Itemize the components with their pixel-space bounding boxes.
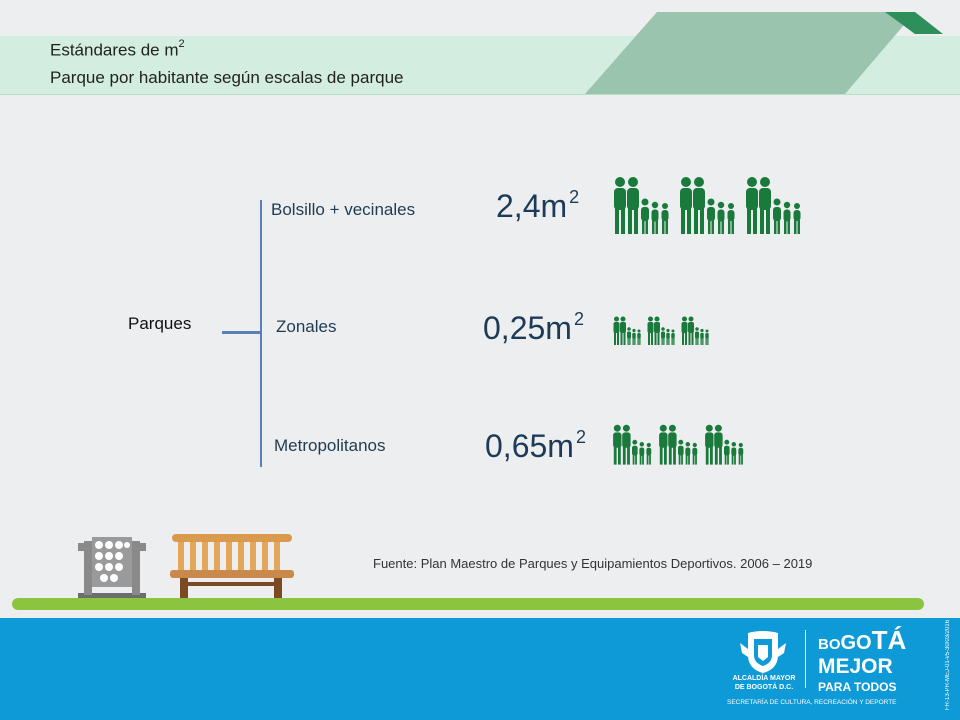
page-subtitle: Parque por habitante según escalas de pa… bbox=[50, 68, 404, 87]
family-icon bbox=[705, 424, 744, 465]
branch-label-bolsillo: Bolsillo + vecinales bbox=[271, 200, 416, 219]
family-icons-bolsillo bbox=[608, 176, 806, 236]
bench-icon bbox=[170, 534, 294, 600]
footer-band bbox=[0, 618, 960, 720]
family-icon bbox=[614, 177, 669, 234]
family-icon bbox=[647, 316, 675, 345]
source-note: Fuente: Plan Maestro de Parques y Equipa… bbox=[373, 556, 813, 571]
footer-divider bbox=[805, 630, 806, 688]
coat-of-arms-icon bbox=[740, 631, 786, 673]
value-metropolitanos: 0,65m 2 bbox=[485, 427, 586, 464]
value-bolsillo: 2,4m 2 bbox=[496, 187, 580, 224]
family-icon bbox=[680, 177, 735, 234]
alcaldia-line2: DE BOGOTÁ D.C. bbox=[734, 684, 794, 691]
mejor-text: MEJOR bbox=[818, 655, 893, 678]
family-icon bbox=[659, 424, 698, 465]
family-icon bbox=[613, 316, 641, 345]
family-icon bbox=[746, 177, 801, 234]
grass-strip bbox=[12, 598, 924, 610]
secretaria-text: SECRETARÍA DE CULTURA, RECREACIÓN Y DEPO… bbox=[727, 699, 897, 706]
page-title: Estándares de m2 bbox=[50, 38, 185, 60]
tree-vertical-line bbox=[260, 200, 262, 467]
bogota-logo-text: BOGOTÁ bbox=[818, 625, 907, 655]
tree-root-label: Parques bbox=[128, 314, 192, 333]
value-zonales: 0,25m 2 bbox=[483, 309, 584, 346]
tree-root-connector bbox=[222, 331, 260, 334]
family-icons-zonales bbox=[611, 316, 711, 346]
fountain-icon bbox=[78, 537, 146, 599]
family-icon bbox=[613, 424, 652, 465]
branch-label-zonales: Zonales bbox=[276, 317, 337, 336]
family-icon bbox=[681, 316, 709, 345]
branch-label-metropolitanos: Metropolitanos bbox=[274, 436, 386, 455]
roof-icon bbox=[585, 12, 943, 94]
para-todos-text: PARA TODOS bbox=[818, 680, 897, 694]
alcaldia-line1: ALCALDÍA MAYOR bbox=[732, 675, 796, 682]
document-code: FR-13-PR-MEJ-01-v5-30/03/2016 bbox=[945, 619, 951, 710]
family-icons-metropolitanos bbox=[610, 424, 746, 466]
